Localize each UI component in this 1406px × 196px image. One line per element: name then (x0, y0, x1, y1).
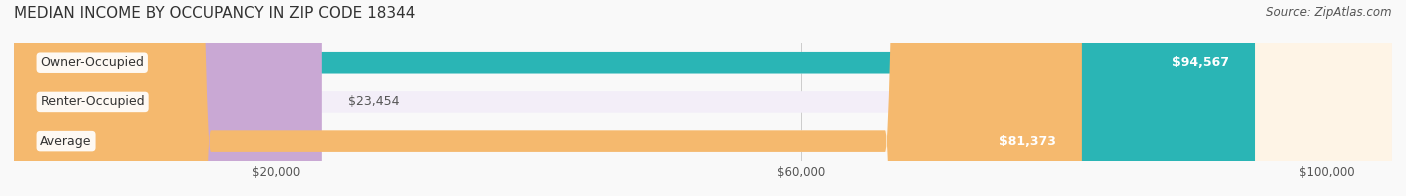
Text: $23,454: $23,454 (349, 95, 399, 108)
Text: MEDIAN INCOME BY OCCUPANCY IN ZIP CODE 18344: MEDIAN INCOME BY OCCUPANCY IN ZIP CODE 1… (14, 6, 415, 21)
Text: Renter-Occupied: Renter-Occupied (41, 95, 145, 108)
FancyBboxPatch shape (14, 0, 1392, 196)
Text: $81,373: $81,373 (998, 135, 1056, 148)
FancyBboxPatch shape (14, 0, 1256, 196)
Text: Owner-Occupied: Owner-Occupied (41, 56, 145, 69)
Text: Average: Average (41, 135, 91, 148)
FancyBboxPatch shape (14, 0, 1081, 196)
Text: $94,567: $94,567 (1171, 56, 1229, 69)
FancyBboxPatch shape (14, 0, 1392, 196)
FancyBboxPatch shape (14, 0, 1392, 196)
Text: Source: ZipAtlas.com: Source: ZipAtlas.com (1267, 6, 1392, 19)
FancyBboxPatch shape (14, 0, 322, 196)
